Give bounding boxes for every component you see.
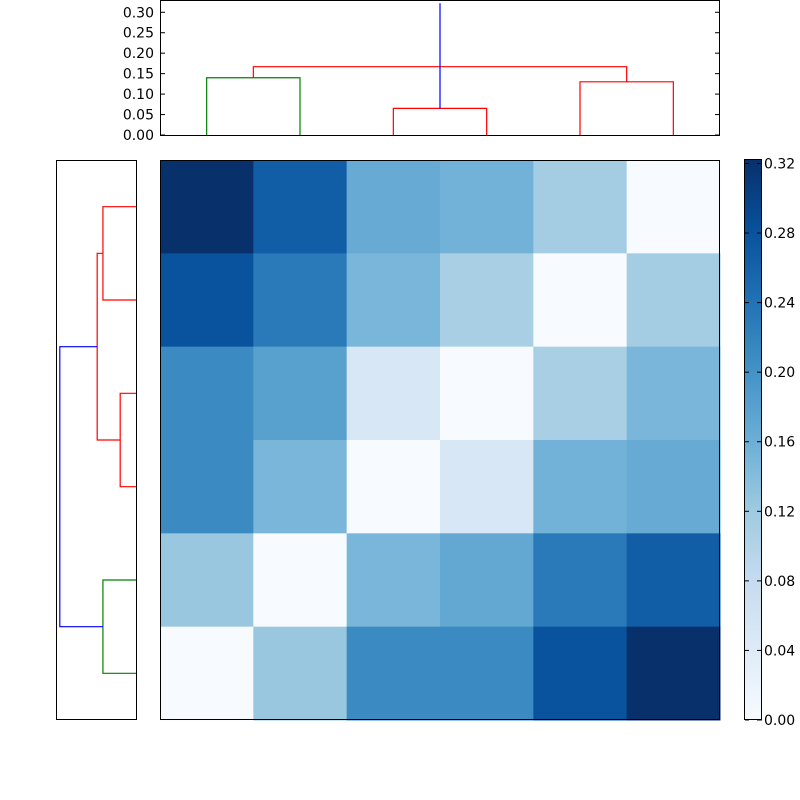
heatmap-cell [533, 626, 628, 721]
colorbar-tick-label: 0.24 [764, 296, 795, 312]
colorbar-frame [744, 159, 762, 720]
heatmap-cell [253, 626, 348, 721]
dendrogram-link [102, 579, 136, 674]
top-dendrogram-frame [160, 0, 720, 136]
dendrogram-link [102, 206, 136, 301]
colorbar-tick-label: 0.08 [764, 574, 795, 590]
heatmap-cell [440, 533, 534, 628]
heatmap-cell [440, 626, 534, 721]
dendrogram-link [59, 346, 103, 628]
heatmap-cell [440, 160, 534, 254]
heatmap-cell [160, 440, 254, 534]
heatmap-cell [346, 253, 441, 348]
heatmap-cell [626, 440, 721, 534]
colorbar-tick-label: 0.00 [764, 713, 795, 729]
heatmap-cell [253, 160, 348, 254]
y-tick-label: 0.05 [123, 108, 154, 124]
colorbar-gradient [745, 160, 762, 720]
heatmap-cell [533, 440, 628, 534]
dendrogram-link [206, 77, 301, 135]
heatmap-frame [160, 160, 720, 720]
heatmap-cell [533, 160, 628, 254]
heatmap-cell [626, 160, 721, 254]
heatmap-cell [440, 440, 534, 534]
heatmap-cell [253, 346, 348, 441]
heatmap-cell [160, 626, 254, 721]
heatmap-cell [346, 440, 441, 534]
left-dendrogram-frame [56, 160, 137, 720]
heatmap-cell [346, 533, 441, 628]
top-dendrogram-y-axis: 0.00 0.05 0.10 0.15 0.20 0.25 0.30 [123, 5, 720, 144]
y-tick-label: 0.15 [123, 67, 154, 83]
top-dendrogram: 0.00 0.05 0.10 0.15 0.20 0.25 0.30 [123, 0, 720, 144]
heatmap-cell [440, 346, 534, 441]
heatmap-cell [160, 253, 254, 348]
heatmap-cell [346, 346, 441, 441]
heatmap-cell [440, 253, 534, 348]
heatmap-cell [253, 440, 348, 534]
y-tick-label: 0.10 [123, 87, 154, 103]
heatmap-cell [160, 346, 254, 441]
colorbar: 0.00 0.04 0.08 0.12 0.16 0.20 0.24 0.28 0.32 [744, 156, 795, 729]
heatmap-cell [346, 626, 441, 721]
y-tick-label: 0.20 [123, 46, 154, 62]
heatmap-cell [626, 346, 721, 441]
heatmap-cell [253, 533, 348, 628]
heatmap-cell [160, 533, 254, 628]
colorbar-tick-label: 0.12 [764, 504, 795, 520]
heatmap-cell [533, 533, 628, 628]
y-tick-label: 0.25 [123, 26, 154, 42]
heatmap-cell [626, 533, 721, 628]
colorbar-tick-label: 0.28 [764, 226, 795, 242]
colorbar-ticks: 0.00 0.04 0.08 0.12 0.16 0.20 0.24 0.28 0.32 [745, 156, 795, 729]
top-dendrogram-links [206, 3, 674, 135]
heatmap-cell [533, 253, 628, 348]
heatmap [160, 160, 721, 721]
left-dendrogram-links [59, 206, 136, 674]
colorbar-tick-label: 0.20 [764, 365, 795, 381]
colorbar-tick-label: 0.16 [764, 435, 795, 451]
heatmap-cell [626, 626, 721, 721]
heatmap-cell [626, 253, 721, 348]
colorbar-tick-label: 0.32 [764, 156, 795, 172]
y-tick-label: 0.00 [123, 128, 154, 144]
dendrogram-link [96, 252, 121, 441]
dendrogram-link [392, 107, 488, 135]
y-tick-label: 0.30 [123, 5, 154, 21]
heatmap-cell [160, 160, 254, 254]
heatmap-cell [346, 160, 441, 254]
dendrogram-link [579, 81, 674, 135]
heatmap-cells [160, 160, 721, 721]
colorbar-tick-label: 0.04 [764, 643, 795, 659]
heatmap-cell [253, 253, 348, 348]
left-dendrogram [56, 160, 137, 720]
dendrogram-link [119, 392, 136, 488]
heatmap-cell [533, 346, 628, 441]
